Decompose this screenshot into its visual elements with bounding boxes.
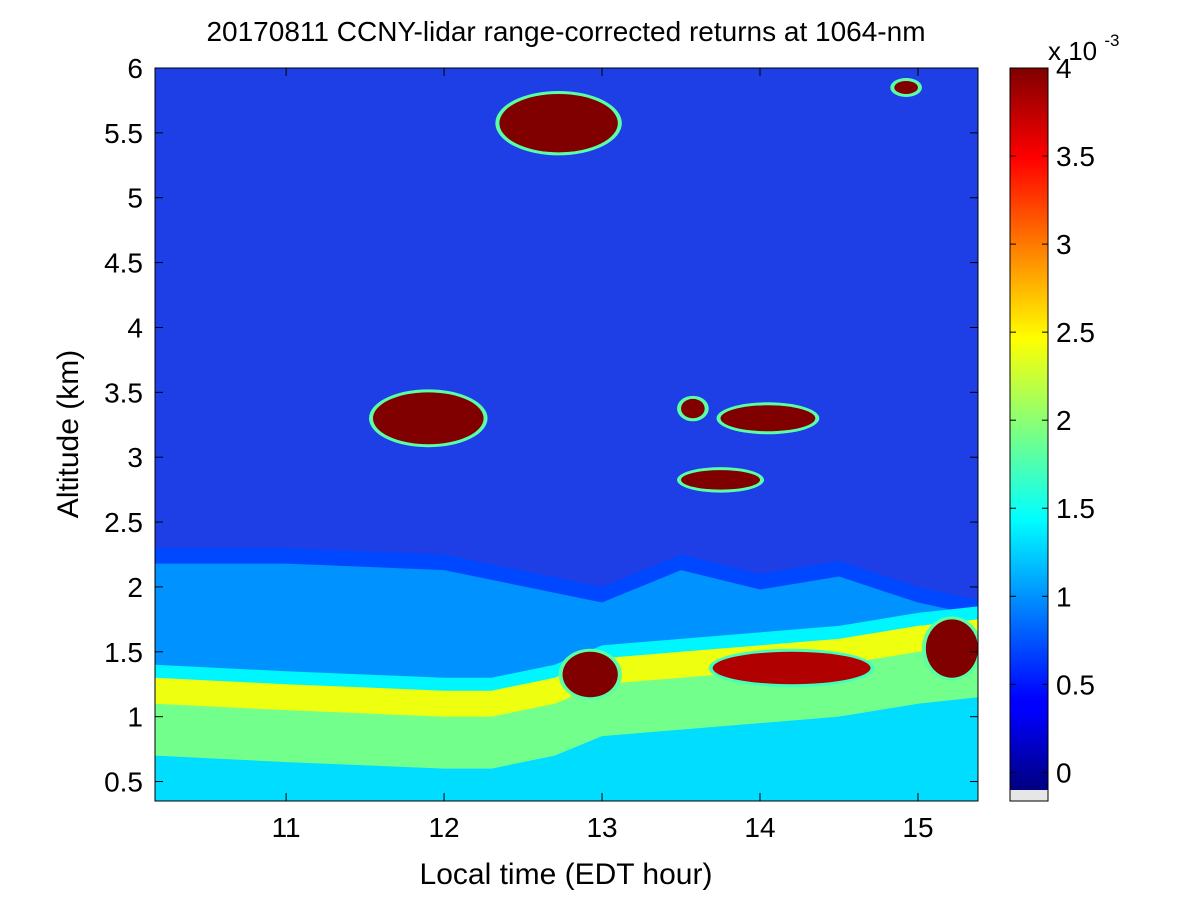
boundary-layer-cloud [712, 651, 871, 685]
x-tick-label: 11 [272, 812, 301, 843]
mid-cloud [681, 398, 705, 419]
colorbar-under-swatch [1010, 790, 1048, 801]
colorbar-tick-label: 1 [1056, 581, 1072, 612]
y-tick-label: 1.5 [104, 637, 143, 668]
colorbar-tick-label: 0.5 [1056, 669, 1095, 700]
mid-cloud [372, 392, 484, 445]
colorbar-gradient [1010, 68, 1048, 790]
plot-area [155, 68, 978, 801]
cirrus-cloud-small [894, 80, 918, 94]
x-tick-label: 12 [428, 812, 459, 843]
colorbar: 0 0.5 1 1.5 2 2.5 3 3.5 4 x 10 -3 [1009, 31, 1120, 802]
mid-cloud [720, 405, 816, 432]
colorbar-tick-label: 3 [1056, 229, 1072, 260]
y-tick-label: 5 [127, 183, 143, 214]
colorbar-tick-label: 2 [1056, 405, 1072, 436]
x-tick-label: 15 [902, 812, 933, 843]
colorbar-ticks: 0 0.5 1 1.5 2 2.5 3 3.5 4 [1010, 53, 1095, 788]
colorbar-frame [1009, 67, 1049, 802]
y-tick-label: 4 [127, 312, 143, 343]
colorbar-tick-label: 1.5 [1056, 493, 1095, 524]
chart-title: 20170811 CCNY-lidar range-corrected retu… [206, 16, 925, 47]
colorbar-tick-label: 0 [1056, 757, 1072, 788]
heatmap-layers [155, 77, 978, 801]
y-tick-label: 3.5 [104, 377, 143, 408]
y-tick-label: 5.5 [104, 118, 143, 149]
y-tick-label: 3 [127, 442, 143, 473]
y-tick-label: 0.5 [104, 767, 143, 798]
low-cloud [681, 470, 761, 490]
boundary-layer-base [155, 697, 978, 801]
y-tick-label: 4.5 [104, 248, 143, 279]
y-axis-ticks: 0.5 1 1.5 2 2.5 3 3.5 4 4.5 5 5.5 6 [104, 53, 978, 798]
colorbar-exponent-base: x 10 [1048, 36, 1097, 66]
colorbar-tick-label: 4 [1056, 53, 1072, 84]
y-tick-label: 6 [127, 53, 143, 84]
x-tick-label: 14 [744, 812, 775, 843]
colorbar-tick-label: 3.5 [1056, 141, 1095, 172]
x-tick-label: 13 [586, 812, 617, 843]
boundary-layer-cloud [925, 619, 978, 678]
boundary-layer-cloud [562, 651, 618, 698]
y-tick-label: 1 [127, 702, 143, 733]
x-axis-ticks: 11 12 13 14 15 [272, 68, 934, 843]
y-axis-label: Altitude (km) [52, 350, 85, 518]
x-axis-label: Local time (EDT hour) [420, 858, 713, 891]
colorbar-exponent-power: -3 [1104, 31, 1119, 50]
colorbar-exponent: x 10 -3 [1048, 31, 1120, 66]
cirrus-cloud [499, 93, 618, 153]
y-tick-label: 2 [127, 572, 143, 603]
y-tick-label: 2.5 [104, 507, 143, 538]
plot-frame [154, 67, 979, 802]
colorbar-tick-label: 2.5 [1056, 317, 1095, 348]
